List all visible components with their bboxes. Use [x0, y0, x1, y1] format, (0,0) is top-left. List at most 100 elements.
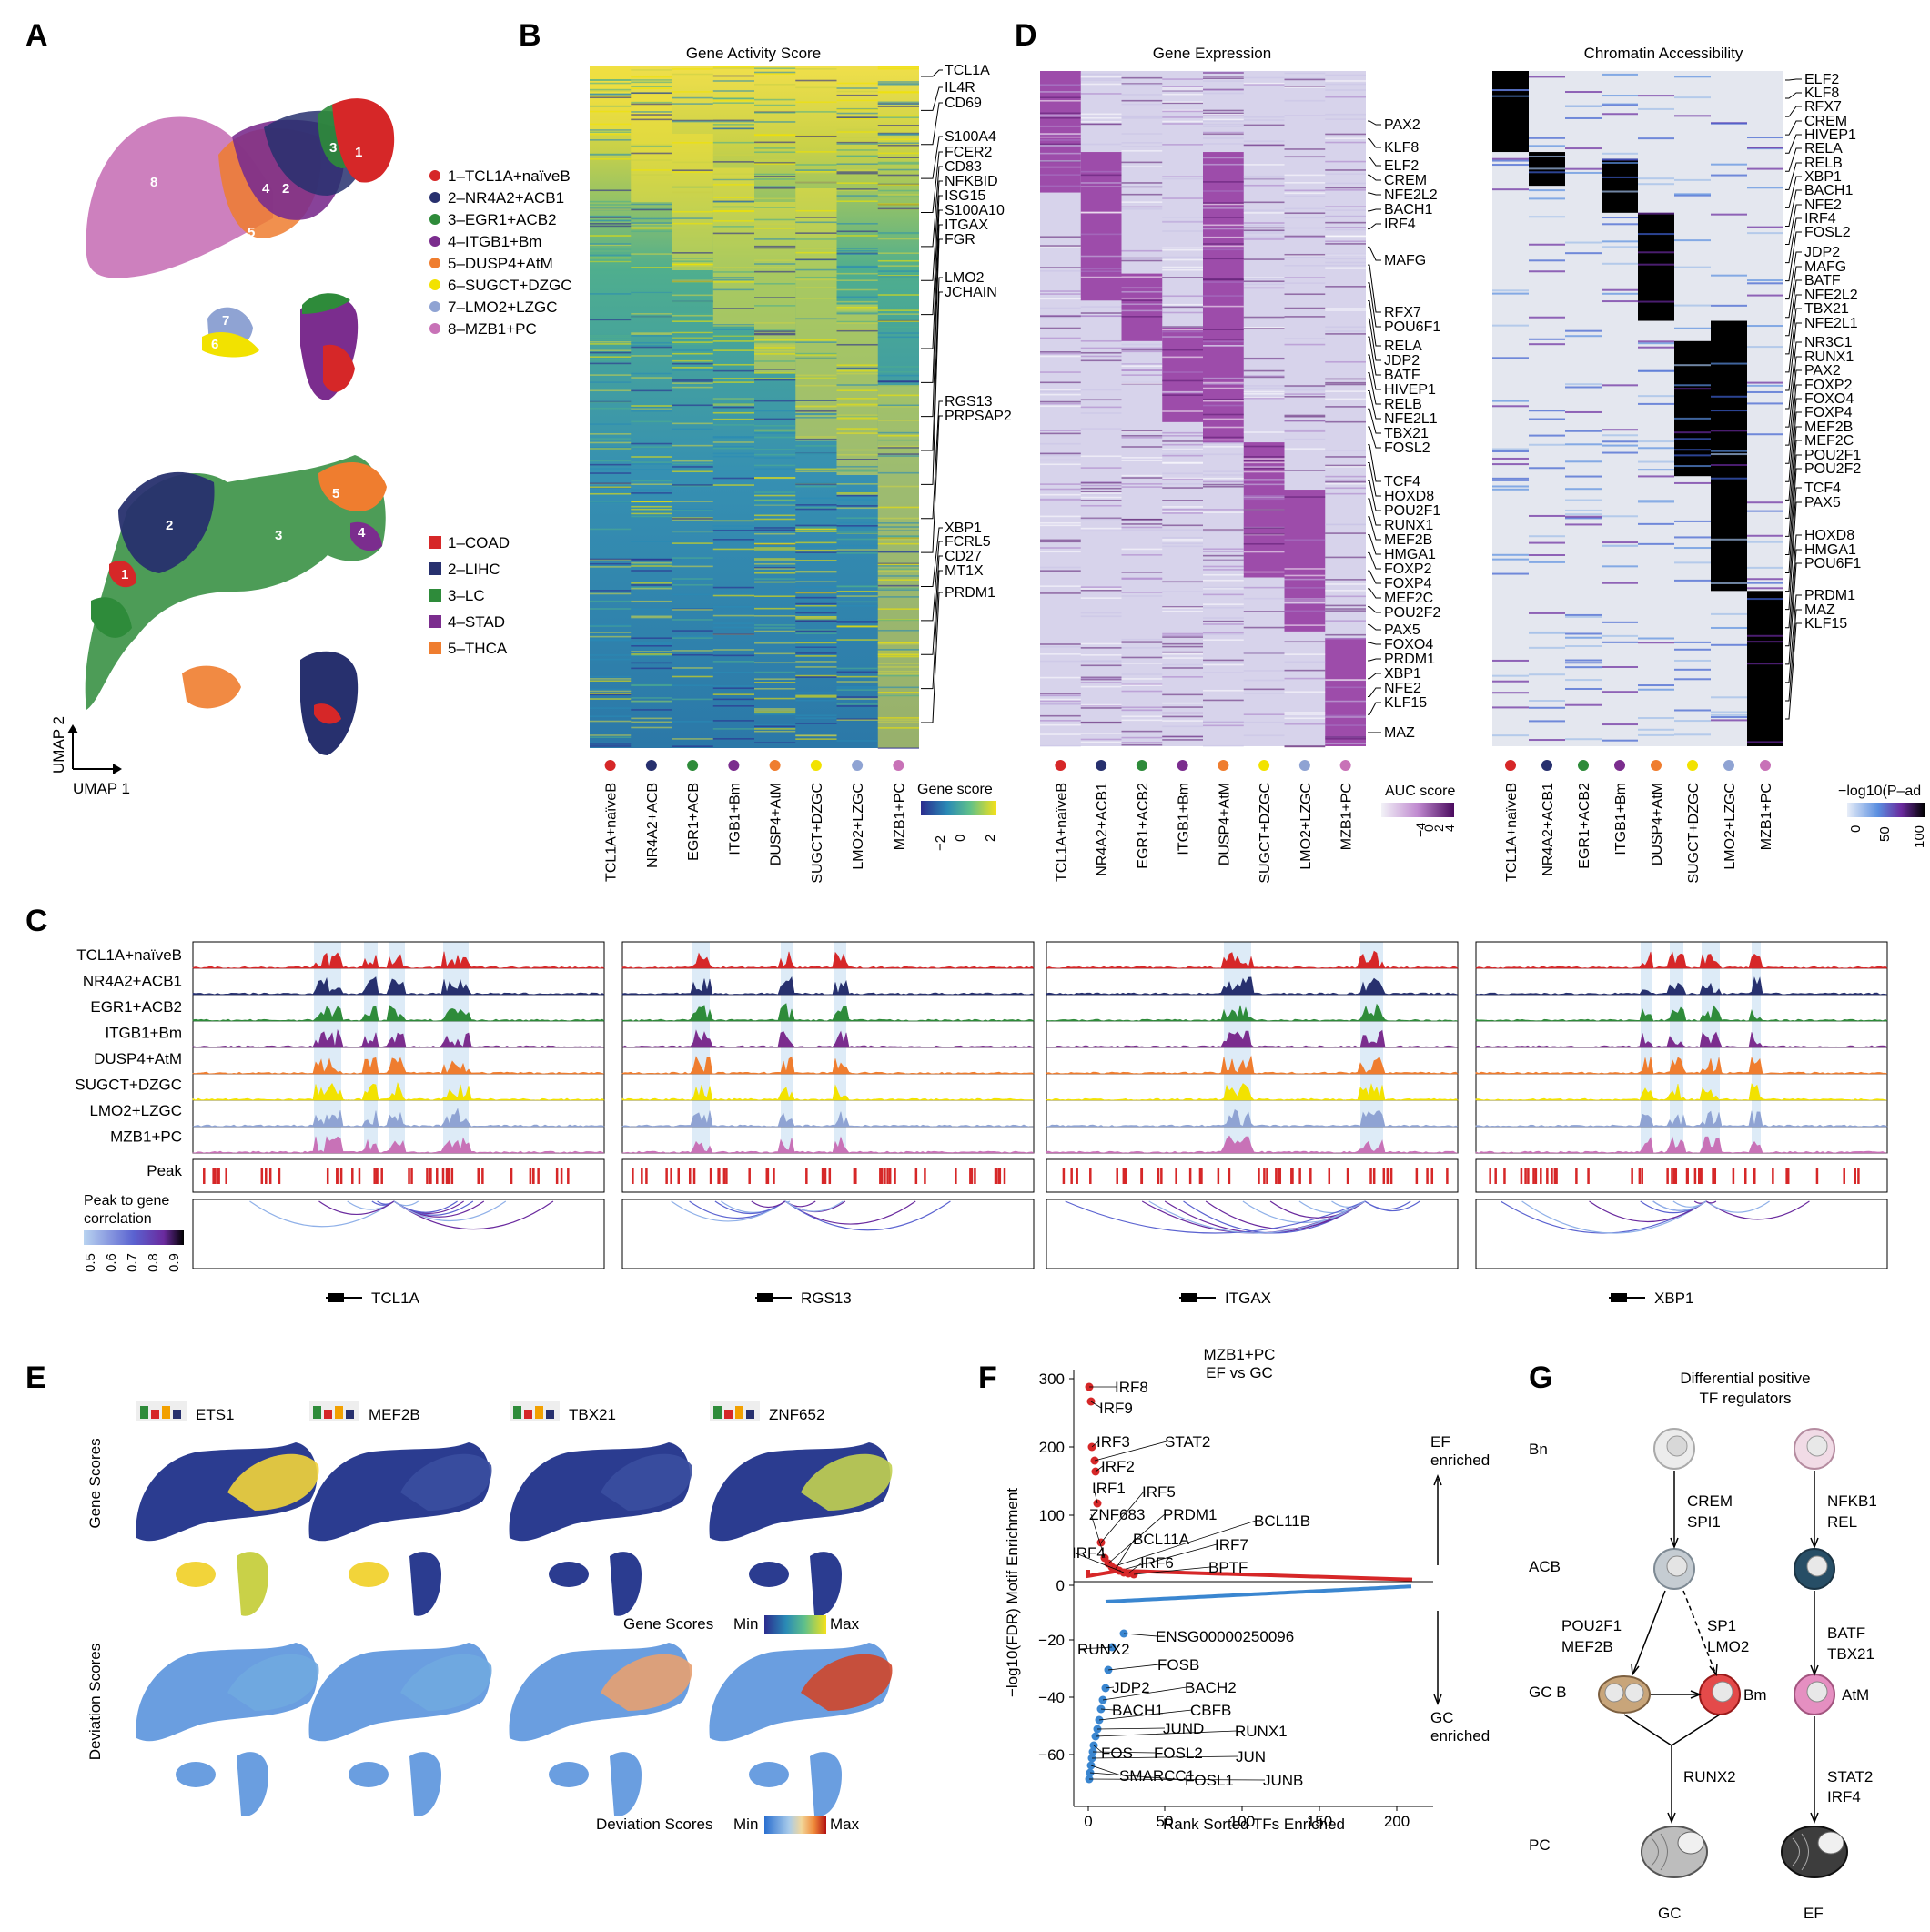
peak-mark: [1494, 1168, 1497, 1184]
gene-leader-line: [921, 195, 943, 316]
expr-cell: [1325, 326, 1366, 329]
expr-cell: [1121, 297, 1163, 299]
expr-cell: [1243, 369, 1285, 372]
chrom-cell: [1602, 444, 1638, 447]
motif-letter: [535, 1406, 543, 1419]
expr-cell: [1203, 426, 1244, 429]
expr-cell: [1284, 235, 1326, 238]
expr-cell: [1243, 397, 1285, 400]
expr-cell: [1243, 458, 1285, 460]
heatmap-cell: [672, 210, 713, 213]
expr-cell: [1080, 312, 1122, 314]
chrom-gene-label: NFE2L2: [1804, 288, 1858, 303]
expr-cell: [1203, 699, 1244, 702]
heatmap-cell: [836, 368, 878, 369]
gene-leader-line: [921, 291, 943, 485]
expr-cell: [1325, 333, 1366, 335]
heatmap-cell: [836, 372, 878, 375]
track-signal: [621, 1084, 1035, 1101]
expr-cell: [1203, 387, 1244, 389]
heatmap-cell: [672, 684, 713, 686]
peak-mark: [748, 1168, 751, 1184]
label-leader: [1111, 1520, 1257, 1568]
chrom-cell: [1674, 76, 1711, 78]
bn-cell-left: [1653, 1428, 1695, 1470]
heatmap-cell: [672, 607, 713, 609]
chrom-cell: [1565, 91, 1602, 94]
expr-cell: [1080, 642, 1122, 645]
heatmap-cell: [712, 738, 754, 740]
chrom-cell: [1565, 509, 1602, 511]
heatmap-cell: [631, 442, 672, 445]
expr-cell: [1203, 190, 1244, 192]
expr-cell: [1325, 743, 1366, 744]
expr-cell: [1121, 207, 1163, 210]
corr-label-line1: Peak to gene: [84, 1193, 169, 1209]
expr-cell: [1203, 181, 1244, 183]
expr-cell: [1284, 539, 1326, 541]
expr-cell: [1243, 236, 1285, 238]
expr-cell: [1203, 236, 1244, 238]
peak-mark: [955, 1168, 957, 1184]
tf-column-tbx21: TBX21: [509, 1401, 692, 1816]
heatmap-cell: [631, 86, 672, 87]
heatmap-cell: [672, 294, 713, 297]
heatmap-cell: [836, 155, 878, 157]
panel-letter-f: F: [978, 1360, 997, 1395]
track-signal: [1475, 1136, 1888, 1154]
heatmap-cell: [877, 278, 919, 281]
heatmap-cell: [631, 565, 672, 567]
heatmap-cell: [795, 571, 837, 572]
heatmap-cell: [754, 418, 796, 420]
heatmap-cell: [795, 529, 837, 531]
expr-cell: [1325, 700, 1366, 703]
expr-cell: [1040, 316, 1081, 319]
heatmap-cell: [712, 141, 754, 144]
heatmap-cell: [877, 157, 919, 158]
heatmap-cell: [631, 726, 672, 729]
expr-cell: [1121, 290, 1163, 293]
expr-cell: [1203, 620, 1244, 622]
expr-cell: [1325, 532, 1366, 534]
peak-mark: [709, 1168, 712, 1184]
heatmap-cell: [877, 252, 919, 255]
heatmap-cell: [631, 101, 672, 104]
umap-island: [610, 1752, 642, 1816]
expr-cell: [1162, 591, 1203, 593]
heatmap-cell: [754, 581, 796, 583]
gene-score-tick-3: 2: [983, 835, 998, 842]
gene-score-scale: Gene score −2 0 2: [917, 782, 998, 851]
auc-title: AUC score: [1385, 784, 1455, 799]
motif-letter: [513, 1406, 521, 1419]
heatmap-cell: [672, 386, 713, 389]
chrom-cell: [1492, 159, 1529, 162]
expr-cell: [1203, 404, 1244, 407]
heatmap-cell: [754, 549, 796, 551]
heatmap-cell: [836, 740, 878, 742]
heatmap-cell: [795, 560, 837, 561]
chrom-cell: [1747, 384, 1783, 387]
chrom-cell: [1711, 453, 1747, 456]
chrom-cell: [1747, 634, 1783, 637]
heatmap-cell: [712, 614, 754, 617]
expr-cell: [1325, 620, 1366, 622]
expr-cell: [1243, 509, 1285, 511]
expr-cell: [1325, 556, 1366, 559]
heatmap-cell: [836, 507, 878, 510]
chrom-cell: [1529, 535, 1565, 538]
expr-cell: [1243, 277, 1285, 278]
heatmap-cell: [712, 124, 754, 126]
expr-cell: [1243, 227, 1285, 229]
heatmap-cell: [836, 499, 878, 501]
expr-cell: [1325, 475, 1366, 478]
heatmap-cell: [672, 191, 713, 194]
heatmap-cell: [836, 288, 878, 291]
peak-mark: [998, 1168, 1002, 1184]
heatmap-cell: [795, 257, 837, 259]
expr-cell: [1121, 287, 1163, 289]
gene-leader-line: [921, 209, 943, 349]
expr-cell: [1325, 464, 1366, 467]
expr-cell: [1162, 720, 1203, 722]
heatmap-cell: [590, 381, 632, 383]
